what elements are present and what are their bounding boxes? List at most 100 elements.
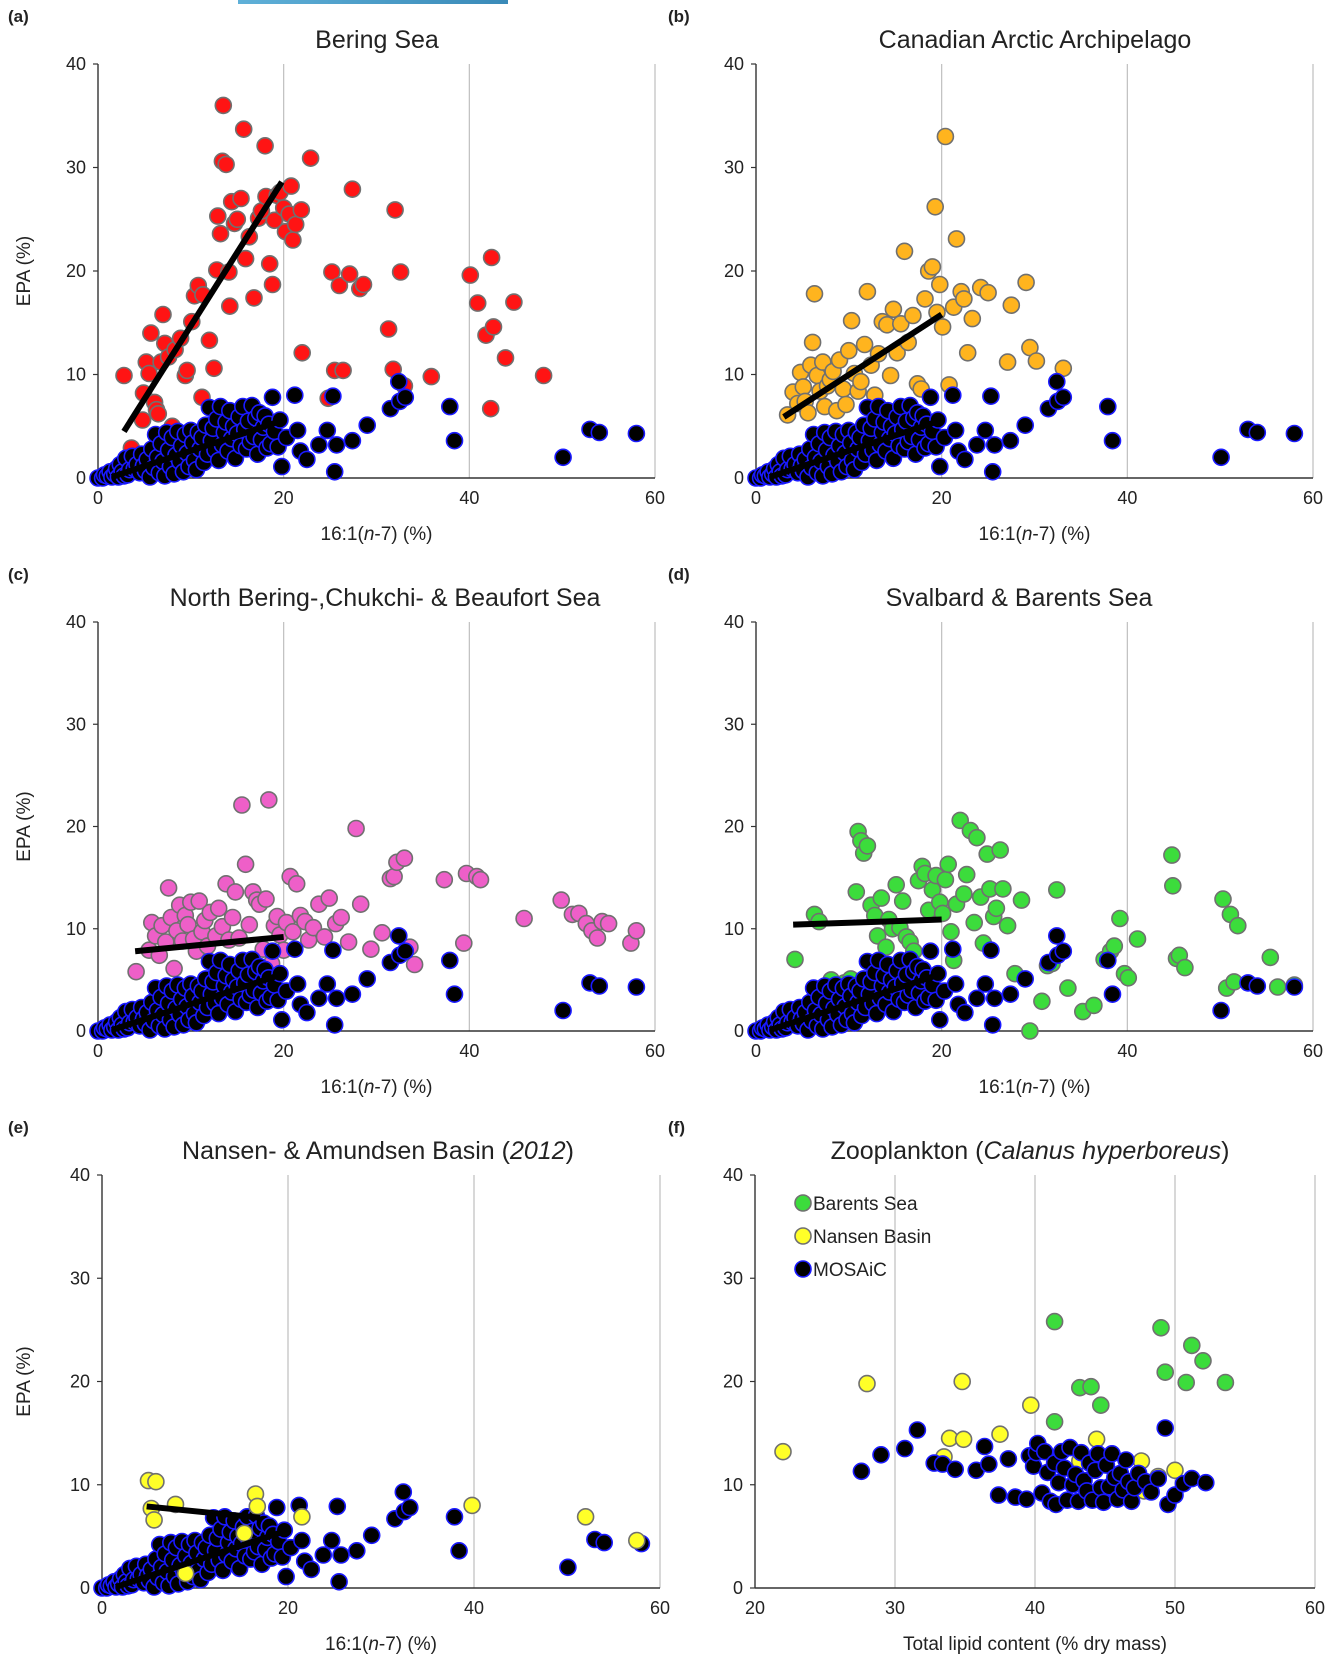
data-point: [893, 892, 912, 910]
data-point: [265, 211, 284, 230]
data-point: [391, 263, 410, 281]
data-point: [1001, 985, 1020, 1004]
data-point: [1082, 1377, 1100, 1396]
data-point: [354, 275, 373, 294]
panel-label: (e): [8, 1118, 29, 1137]
data-point: [292, 201, 311, 219]
chart-title: Bering Sea: [315, 26, 439, 54]
panel-c: 0 10 20 30 40 0 20 40 60 (c) North Bering-,Chukchi…: [8, 565, 665, 1098]
data-point: [534, 366, 553, 385]
data-point: [1103, 431, 1122, 450]
x-axis-label: 16:1(n-7) (%): [321, 524, 433, 545]
data-point: [221, 297, 239, 316]
data-point: [979, 1455, 998, 1473]
regression-line: [110, 417, 285, 480]
data-point: [318, 975, 337, 993]
data-point: [285, 940, 304, 959]
data-point: [1164, 876, 1182, 895]
data-point: [405, 955, 424, 974]
data-point: [1105, 937, 1124, 955]
x-tick-label: 60: [645, 1041, 665, 1061]
data-point: [595, 1533, 614, 1552]
y-tick-label: 0: [734, 1021, 744, 1041]
data-point: [147, 1472, 165, 1491]
data-point: [943, 940, 962, 959]
y-tick-label: 0: [80, 1578, 90, 1598]
data-point: [939, 855, 958, 874]
data-point: [248, 1497, 267, 1516]
data-point: [1248, 977, 1267, 995]
data-point: [396, 942, 415, 961]
data-point: [484, 318, 503, 336]
data-point: [975, 1437, 994, 1456]
data-point: [1111, 909, 1129, 928]
data-point: [839, 341, 858, 360]
data-point: [233, 796, 251, 814]
data-point: [904, 306, 922, 325]
regression-line: [110, 970, 285, 1033]
data-point: [256, 137, 274, 155]
data-point: [1022, 1396, 1040, 1414]
data-point: [334, 361, 352, 380]
data-point: [599, 914, 618, 933]
data-point: [936, 870, 955, 889]
data-point: [947, 230, 966, 248]
data-point: [1119, 968, 1138, 987]
data-point: [1016, 970, 1034, 988]
data-point: [205, 359, 223, 378]
data-point: [968, 828, 986, 847]
data-point: [953, 1372, 972, 1391]
data-point: [351, 895, 370, 914]
data-point: [999, 1450, 1018, 1468]
data-point: [842, 311, 861, 330]
y-tick-label: 20: [66, 817, 86, 837]
data-point: [877, 938, 895, 957]
data-point: [1012, 891, 1031, 909]
data-point: [422, 367, 441, 386]
data-point: [228, 210, 247, 229]
data-point: [786, 950, 804, 969]
data-point: [559, 1558, 577, 1577]
data-point: [908, 1421, 927, 1439]
y-tick-label: 30: [66, 714, 86, 734]
data-point: [263, 388, 282, 407]
panel-d: 0 10 20 30 40 0 20 40 60 (d) Svalbard & Barents Se…: [668, 565, 1323, 1098]
x-tick-label: 20: [745, 1598, 765, 1618]
data-point: [288, 975, 307, 993]
data-point: [1002, 296, 1021, 315]
data-point: [847, 883, 866, 901]
data-point: [396, 388, 415, 407]
data-point: [214, 96, 233, 115]
data-point: [957, 865, 976, 884]
data-point: [930, 457, 949, 476]
data-point: [852, 1462, 871, 1481]
data-point: [304, 918, 323, 937]
legend-label: Barents Sea: [813, 1194, 918, 1215]
data-point: [245, 289, 263, 307]
data-point: [285, 386, 304, 405]
data-point: [588, 929, 607, 947]
data-point: [232, 189, 250, 208]
y-tick-label: 0: [733, 1578, 743, 1598]
chart-title: Canadian Arctic Archipelago: [879, 26, 1192, 54]
data-point: [1092, 1396, 1110, 1414]
data-point: [315, 928, 334, 946]
chart-title: North Bering-,Chukchi- & Beaufort Sea: [170, 584, 601, 612]
data-point: [1176, 958, 1194, 977]
y-axis-label: EPA (%): [14, 1346, 35, 1416]
panel-label: (b): [668, 7, 690, 26]
y-tick-label: 40: [724, 54, 744, 74]
data-point: [998, 353, 1017, 371]
data-point: [858, 282, 877, 301]
data-point: [943, 386, 962, 405]
y-tick-label: 40: [66, 54, 86, 74]
data-point: [921, 388, 940, 407]
x-tick-label: 20: [274, 488, 294, 508]
data-point: [968, 436, 986, 454]
data-point: [872, 889, 891, 907]
data-point: [774, 1442, 792, 1461]
data-point: [1285, 978, 1304, 996]
data-point: [1194, 1352, 1212, 1370]
data-point: [223, 908, 242, 927]
data-point: [310, 436, 328, 454]
